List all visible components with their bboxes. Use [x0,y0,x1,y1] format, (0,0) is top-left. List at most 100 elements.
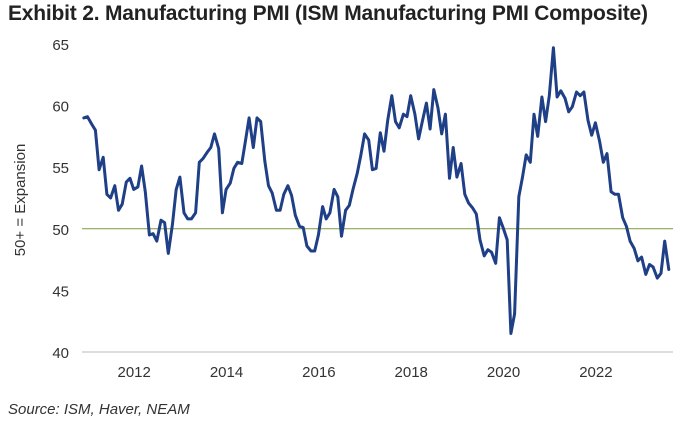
data-point [167,252,170,255]
data-point [374,167,378,170]
data-point [224,188,228,191]
data-point [413,113,417,116]
data-point [463,193,466,196]
data-point [467,201,470,205]
data-point [255,116,259,120]
data-point [590,134,593,137]
data-point [198,161,201,164]
x-tick-label: 2022 [579,364,612,381]
data-point [328,211,332,214]
data-point [398,126,401,129]
data-point [275,209,278,212]
data-point [552,46,555,49]
data-point [163,221,166,224]
data-point [425,101,428,105]
data-point [390,94,393,97]
data-point [309,249,313,253]
data-point [636,259,640,262]
y-tick-label: 45 [52,283,69,300]
data-point [305,244,309,248]
data-point [259,120,262,123]
data-point [517,195,520,198]
data-point [394,120,397,123]
data-point [155,239,158,243]
data-point [494,262,497,265]
data-point [298,225,301,228]
data-point [436,106,440,110]
data-point [602,161,605,164]
data-point [371,168,374,171]
data-point [105,193,109,196]
data-point [340,235,343,238]
data-point [82,116,86,120]
data-point [321,205,324,208]
data-point [194,211,197,214]
data-point [90,122,93,126]
data-point [432,88,435,91]
data-point [263,159,266,163]
x-tick-label: 2016 [302,364,335,381]
data-point [571,105,574,109]
data-point [236,161,239,164]
data-point [102,156,105,159]
data-point [132,188,135,191]
x-tick-label: 2020 [487,364,520,381]
data-point [625,225,628,228]
data-point [271,191,274,195]
chart-title: Exhibit 2. Manufacturing PMI (ISM Manufa… [8,2,648,25]
data-point [478,238,482,242]
data-point [302,226,305,229]
data-point [633,247,636,250]
data-point [252,146,255,149]
data-point [536,135,539,138]
data-point [594,121,597,125]
data-point [125,180,128,184]
data-point [151,232,155,235]
data-point [356,172,359,175]
data-point [336,195,339,198]
data-point [575,90,578,94]
data-point [448,177,451,180]
data-point [525,153,528,157]
data-point [229,182,232,185]
data-point [159,219,163,222]
data-points [82,46,670,335]
data-point [417,137,420,141]
data-point [532,113,536,116]
data-point [186,217,189,221]
data-point [128,177,132,180]
data-point [513,312,516,315]
data-point [628,239,632,243]
data-point [221,211,224,214]
data-point [529,161,532,164]
data-point [178,175,182,179]
data-point [563,97,567,100]
data-point [405,115,409,118]
data-point [409,94,412,97]
data-point [317,233,320,237]
data-point [325,217,328,221]
data-point [567,110,570,114]
data-point [471,206,474,210]
data-point [613,193,616,196]
data-point [332,188,336,191]
x-tick-label: 2018 [395,364,428,381]
data-point [586,119,590,122]
data-point [540,95,544,99]
data-point [506,238,509,242]
data-point [209,146,212,149]
data-point [544,120,547,123]
data-point [521,175,524,179]
data-point [486,248,490,251]
data-point [440,132,443,136]
data-point [648,263,651,266]
data-point [555,95,559,99]
x-axis: 2012 2014 2016 2018 2020 2022 [117,364,612,381]
data-point [475,212,478,216]
data-point [144,190,147,193]
data-point [579,94,582,97]
data-point [97,168,101,171]
data-point [509,332,513,335]
data-point [379,131,382,134]
